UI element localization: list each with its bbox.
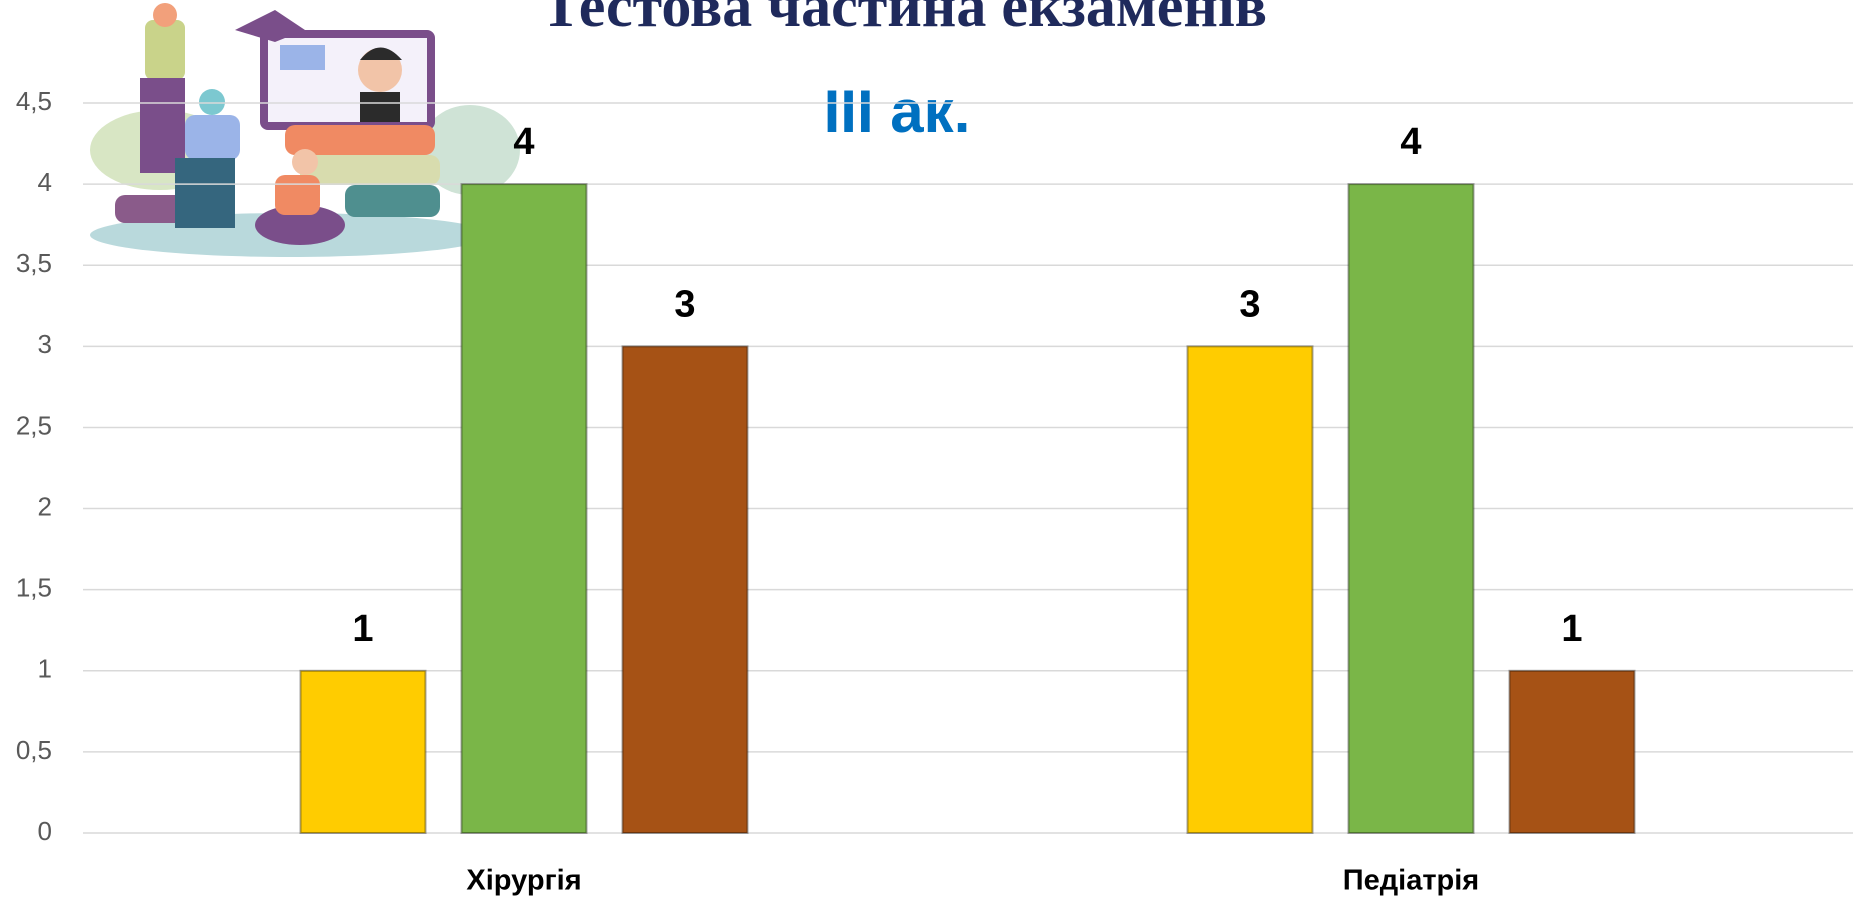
bar — [1186, 345, 1314, 834]
y-tick-label: 4 — [38, 167, 52, 197]
chart-title: Тестова частина екзаменів — [541, 0, 1267, 39]
value-label: 4 — [1400, 121, 1421, 163]
value-label: 4 — [513, 121, 534, 163]
bar — [621, 345, 749, 834]
y-tick-label: 2,5 — [16, 410, 52, 440]
y-tick-label: 0,5 — [16, 735, 52, 765]
illustration — [90, 3, 520, 257]
bar — [299, 669, 427, 834]
y-tick-label: 0 — [38, 816, 52, 846]
value-label: 3 — [674, 283, 695, 325]
bar — [1508, 669, 1636, 834]
y-tick-label: 3,5 — [16, 248, 52, 278]
y-tick-label: 1,5 — [16, 573, 52, 603]
value-label: 1 — [1561, 608, 1582, 650]
y-tick-label: 4,5 — [16, 86, 52, 116]
value-label: 3 — [1239, 283, 1260, 325]
y-tick-label: 2 — [38, 491, 52, 521]
y-tick-label: 1 — [38, 654, 52, 684]
bar — [1347, 183, 1475, 835]
x-tick-label: Педіатрія — [1343, 865, 1479, 897]
x-tick-label: Хірургія — [466, 865, 581, 897]
bar — [460, 183, 588, 835]
chart-subtitle: III ак. — [824, 78, 971, 145]
value-label: 1 — [352, 608, 373, 650]
y-tick-label: 3 — [38, 329, 52, 359]
